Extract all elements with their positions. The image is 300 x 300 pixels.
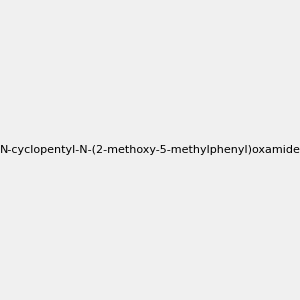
Text: N-cyclopentyl-N-(2-methoxy-5-methylphenyl)oxamide: N-cyclopentyl-N-(2-methoxy-5-methylpheny… xyxy=(0,145,300,155)
